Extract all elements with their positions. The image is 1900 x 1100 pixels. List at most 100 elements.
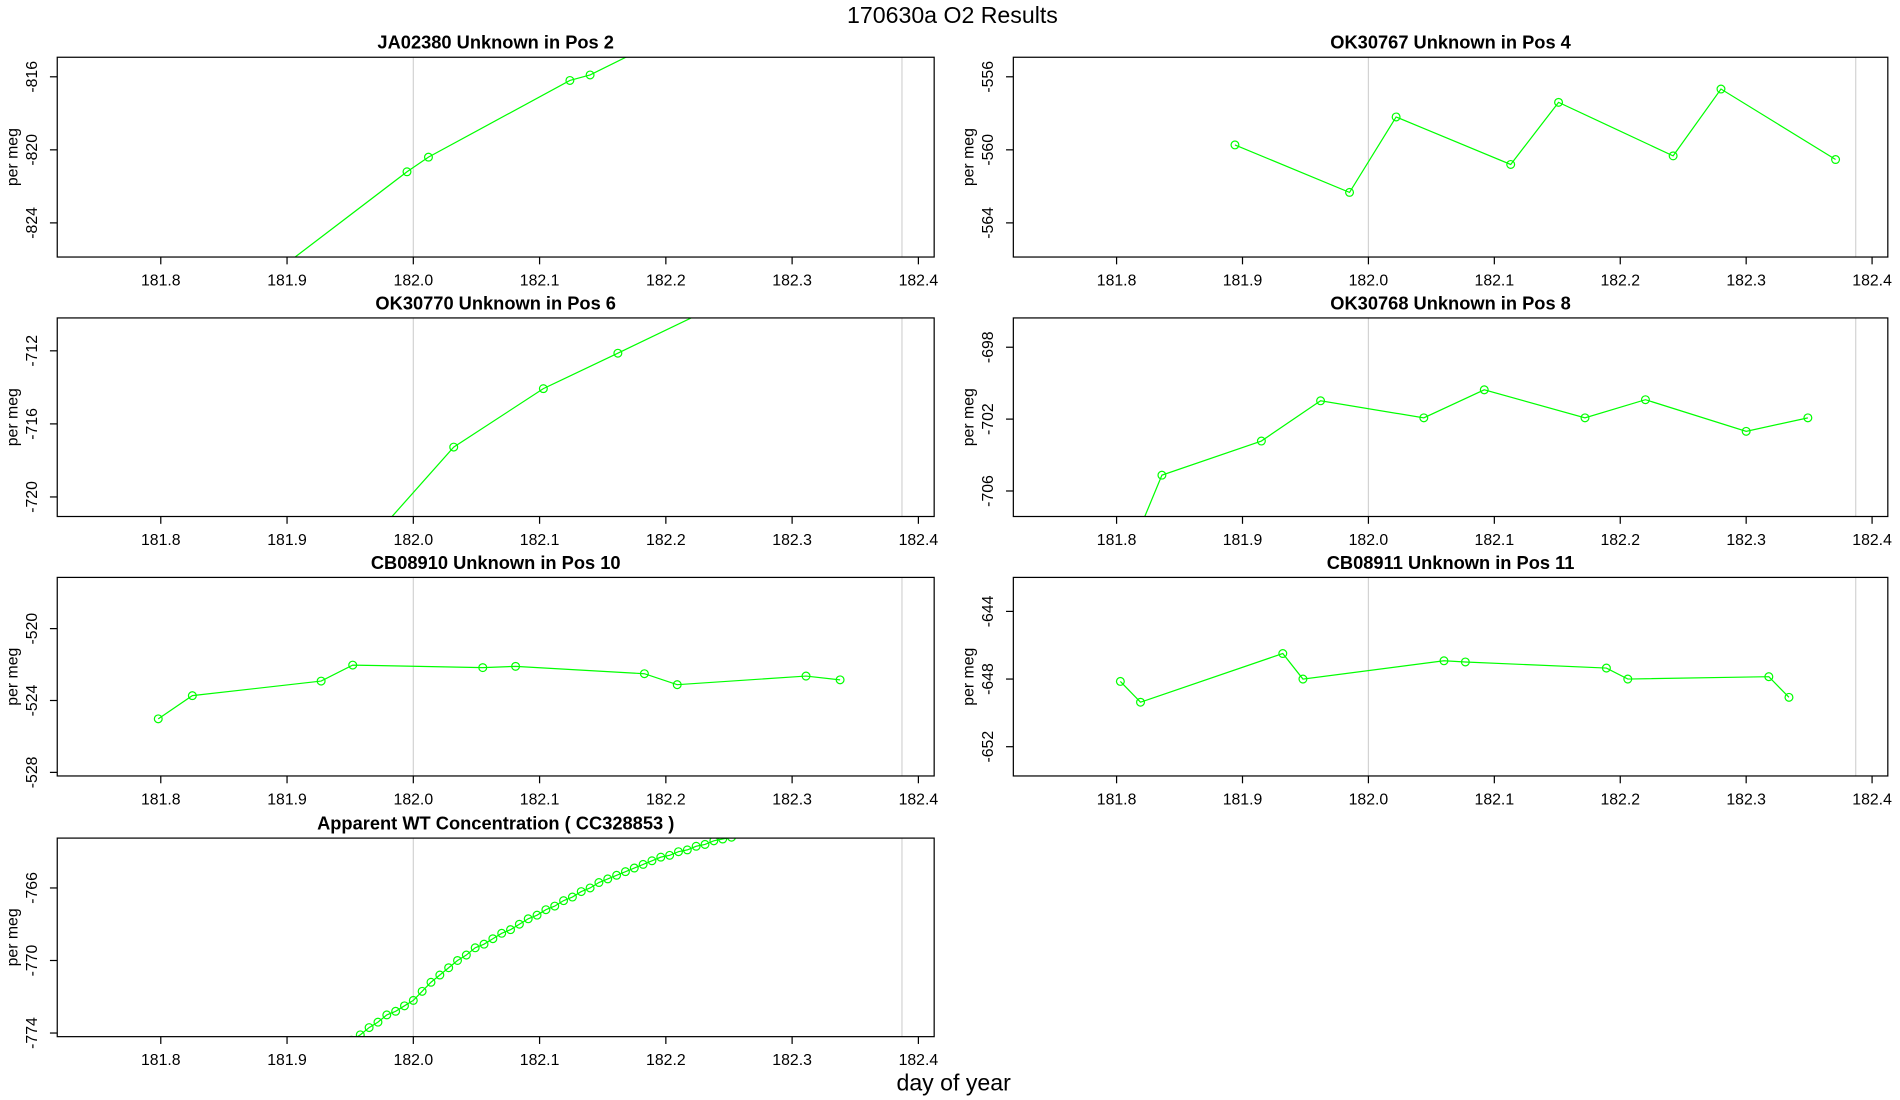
data-point: [1784, 692, 1794, 702]
x-tick-label: 182.4: [899, 1052, 939, 1069]
data-point: [364, 1023, 374, 1033]
data-point: [656, 852, 666, 862]
x-tick-label: 181.8: [1097, 532, 1137, 549]
data-point: [647, 856, 657, 866]
data-point: [1391, 112, 1401, 122]
data-point: [399, 1001, 409, 1011]
data-point: [449, 442, 459, 452]
plot-area: [1115, 649, 1794, 707]
data-point: [576, 887, 586, 897]
data-point: [391, 1006, 401, 1016]
data-point: [1506, 159, 1516, 169]
x-tick-label: 182.2: [646, 273, 686, 290]
y-tick-label: -556: [980, 61, 997, 93]
data-point: [754, 826, 762, 834]
data-point: [585, 883, 595, 893]
x-axis-title: day of year: [896, 1069, 1011, 1095]
x-tick-label: 182.0: [394, 532, 434, 549]
data-line: [157, 664, 841, 720]
data-point: [1640, 395, 1650, 405]
data-point: [745, 828, 753, 836]
data-point: [727, 838, 736, 842]
data-point: [1460, 657, 1470, 667]
data-point: [187, 691, 197, 701]
y-tick-label: -706: [980, 475, 997, 507]
data-point: [725, 2, 733, 10]
panel-title: OK30770 Unknown in Pos 6: [375, 292, 616, 313]
data-point: [523, 914, 533, 924]
data-point: [567, 892, 577, 902]
data-point: [417, 986, 427, 996]
data-point: [316, 676, 326, 686]
y-tick-label: -716: [24, 408, 41, 440]
plot-area: [1144, 385, 1813, 517]
y-tick-label: -524: [24, 684, 41, 716]
x-tick-label: 181.8: [1097, 792, 1137, 809]
y-tick-label: -652: [980, 731, 997, 763]
plot-area: [330, 826, 762, 1061]
x-tick-label: 182.4: [1852, 792, 1892, 809]
panel-title: JA02380 Unknown in Pos 2: [377, 32, 614, 53]
data-point: [801, 671, 811, 681]
data-point: [682, 845, 692, 855]
data-point: [1741, 426, 1751, 436]
data-point: [1803, 413, 1813, 423]
x-tick-label: 182.1: [520, 792, 560, 809]
x-tick-label: 181.9: [267, 1052, 307, 1069]
data-point: [373, 1017, 383, 1027]
data-point: [691, 841, 701, 851]
data-point: [423, 152, 433, 162]
x-tick-label: 182.3: [772, 532, 812, 549]
panel-title: OK30768 Unknown in Pos 8: [1330, 292, 1571, 313]
data-point: [565, 75, 575, 85]
plot-area: [391, 317, 693, 517]
y-tick-label: -560: [980, 134, 997, 166]
data-point: [550, 901, 560, 911]
data-point: [444, 963, 454, 973]
y-axis-title: per meg: [5, 128, 22, 186]
x-tick-label: 181.9: [1223, 792, 1263, 809]
data-point: [736, 830, 744, 838]
x-tick-label: 181.8: [141, 792, 181, 809]
data-point: [594, 878, 604, 888]
data-point: [348, 1035, 355, 1037]
data-point: [330, 1053, 338, 1061]
data-point: [709, 838, 719, 846]
data-point: [1439, 656, 1449, 666]
main-title: 170630a O2 Results: [847, 2, 1058, 28]
panel-title: CB08911 Unknown in Pos 11: [1327, 552, 1575, 573]
data-point: [1554, 97, 1564, 107]
data-point: [639, 669, 649, 679]
x-tick-label: 182.2: [1600, 792, 1640, 809]
data-point: [538, 384, 548, 394]
data-point: [382, 1010, 392, 1020]
data-point: [258, 279, 266, 287]
panel-title: CB08910 Unknown in Pos 10: [371, 552, 621, 573]
data-point: [532, 910, 542, 920]
data-point: [1716, 84, 1726, 94]
x-tick-label: 182.1: [520, 1052, 560, 1069]
y-axis-title: per meg: [5, 908, 22, 966]
plot-frame: [1012, 576, 1889, 777]
data-line: [1144, 389, 1808, 517]
y-tick-label: -770: [24, 944, 41, 976]
x-tick-label: 181.8: [141, 273, 181, 290]
x-tick-label: 182.2: [1600, 532, 1640, 549]
data-point: [629, 863, 639, 873]
data-point: [541, 905, 551, 915]
plot-frame: [56, 576, 935, 777]
x-tick-label: 182.3: [772, 1052, 812, 1069]
x-tick-label: 181.9: [1223, 273, 1263, 290]
y-axis-title: per meg: [961, 128, 978, 186]
data-point: [1256, 436, 1266, 446]
data-line: [391, 317, 693, 517]
data-point: [1419, 413, 1429, 423]
x-tick-label: 182.2: [646, 1052, 686, 1069]
data-point: [426, 977, 436, 987]
y-tick-label: -528: [24, 756, 41, 788]
y-tick-label: -720: [24, 481, 41, 513]
y-tick-label: -774: [24, 1017, 41, 1049]
data-point: [603, 874, 613, 884]
